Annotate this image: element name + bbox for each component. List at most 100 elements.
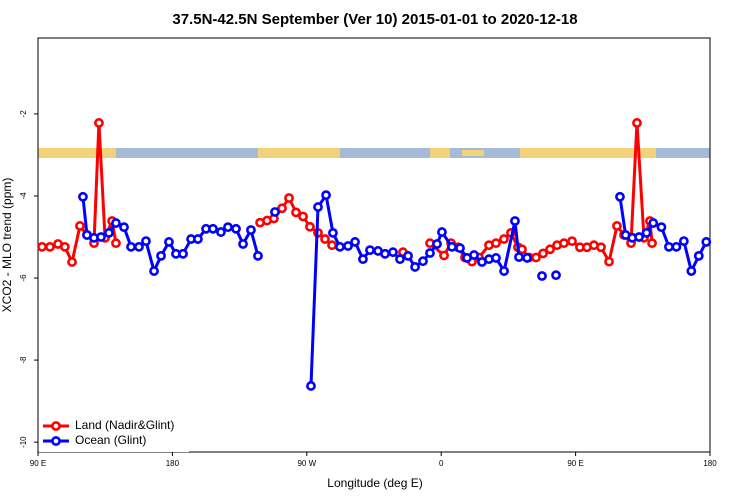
data-point — [664, 241, 674, 252]
data-point — [305, 221, 315, 232]
data-point — [238, 239, 248, 249]
data-point — [410, 262, 420, 272]
x-tick-label: 180 — [703, 459, 717, 468]
data-point — [604, 256, 614, 267]
data-point — [499, 234, 509, 244]
data-point — [612, 221, 622, 231]
data-point — [522, 253, 532, 263]
legend-label: Land (Nadir&Glint) — [75, 418, 174, 432]
data-point — [418, 256, 428, 267]
data-point — [335, 241, 345, 252]
x-tick-label: 90 W — [297, 459, 316, 468]
data-point — [216, 227, 226, 237]
data-point — [693, 250, 704, 261]
data-point — [358, 254, 368, 265]
data-point — [134, 241, 144, 252]
data-point — [567, 236, 577, 247]
data-point — [193, 234, 203, 244]
data-point — [343, 241, 353, 251]
data-point — [178, 248, 188, 259]
y-tick-label: -2 — [19, 110, 28, 118]
data-point — [380, 248, 390, 259]
data-point — [119, 222, 129, 233]
data-point — [531, 252, 541, 263]
legend: Land (Nadir&Glint)Ocean (Glint) — [39, 416, 189, 452]
y-tick-label: -4 — [19, 192, 28, 200]
data-point — [298, 211, 308, 222]
data-point — [634, 232, 644, 242]
data-point — [395, 254, 405, 265]
data-point — [678, 236, 689, 247]
data-point — [156, 250, 166, 261]
data-point — [545, 244, 555, 255]
legend-marker — [51, 436, 61, 446]
data-point — [328, 227, 338, 238]
data-point — [510, 216, 520, 226]
data-point — [455, 243, 465, 253]
data-point — [403, 250, 413, 261]
x-axis-label: Longitude (deg E) — [327, 476, 422, 490]
data-point — [45, 241, 55, 252]
x-tick-label: 0 — [439, 459, 444, 468]
data-point — [321, 190, 331, 201]
data-point — [253, 250, 263, 261]
data-point — [686, 266, 697, 276]
data-point — [596, 242, 606, 253]
data-point — [648, 218, 659, 228]
data-point — [432, 239, 442, 249]
data-point — [320, 234, 330, 244]
data-point — [641, 227, 652, 238]
data-point — [499, 266, 509, 276]
data-point — [551, 270, 561, 281]
data-point — [491, 238, 501, 249]
data-point — [111, 218, 121, 228]
data-point — [149, 266, 159, 276]
data-point — [277, 203, 287, 214]
data-point — [96, 232, 106, 242]
data-point — [491, 253, 501, 263]
data-point — [291, 207, 301, 218]
data-point — [67, 257, 77, 267]
data-point — [514, 252, 524, 263]
data-point — [246, 225, 256, 235]
x-tick-label: 90 E — [30, 459, 46, 468]
legend-box — [39, 416, 189, 452]
data-point — [701, 237, 712, 247]
data-point — [469, 250, 479, 260]
map-strip — [38, 148, 710, 158]
data-point — [437, 227, 447, 237]
data-point — [270, 207, 280, 217]
data-point — [59, 241, 70, 252]
data-point — [164, 237, 174, 247]
x-tick-label: 180 — [166, 459, 180, 468]
data-point — [284, 193, 294, 203]
data-point — [559, 238, 569, 249]
data-point — [208, 223, 218, 234]
data-point — [141, 236, 151, 247]
data-point — [223, 222, 233, 233]
y-tick-label: -10 — [19, 436, 28, 448]
legend-label: Ocean (Glint) — [75, 433, 146, 447]
y-axis-label: XCO2 - MLO trend (ppm) — [0, 178, 14, 313]
data-point — [111, 238, 121, 249]
data-point — [350, 237, 360, 247]
data-point — [126, 241, 136, 252]
data-point — [388, 247, 398, 258]
x-tick-label: 90 E — [567, 459, 583, 468]
data-point — [313, 202, 323, 212]
data-point — [75, 221, 85, 231]
data-point — [615, 191, 625, 202]
chart-title: 37.5N-42.5N September (Ver 10) 2015-01-0… — [172, 11, 577, 28]
data-point — [447, 241, 457, 252]
data-point — [94, 118, 104, 128]
data-point — [425, 248, 435, 258]
data-point — [537, 271, 547, 281]
data-point — [306, 381, 316, 391]
data-point — [231, 223, 241, 234]
y-tick-label: -6 — [19, 274, 28, 282]
data-point — [538, 248, 548, 259]
data-point — [656, 222, 667, 233]
y-tick-label: -8 — [19, 356, 28, 364]
data-point — [327, 240, 337, 251]
